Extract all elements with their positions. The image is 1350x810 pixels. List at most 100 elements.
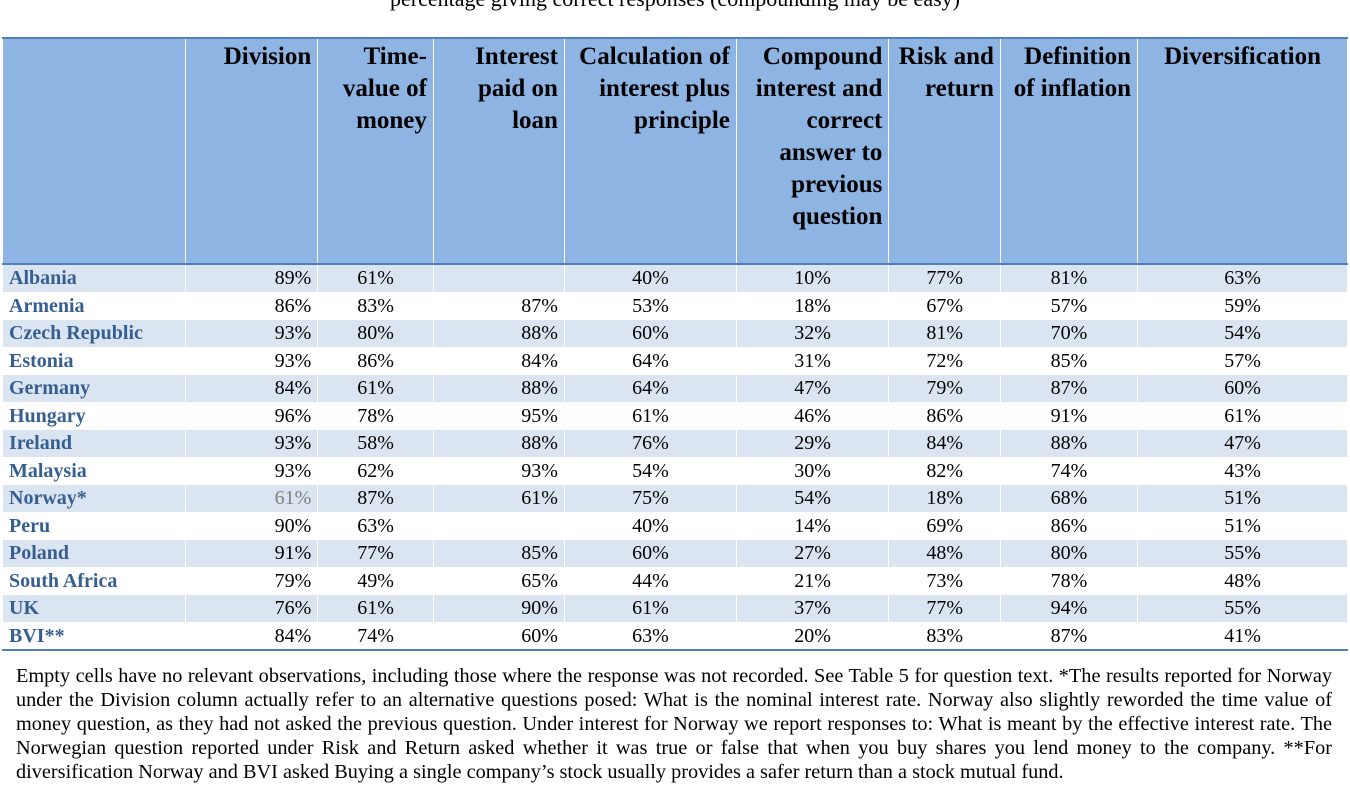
cell-inflation: 85% bbox=[999, 346, 1139, 375]
cell-division: 79% bbox=[185, 566, 319, 595]
cell-interest-paid: 87% bbox=[432, 291, 565, 320]
cell-country: Hungary bbox=[1, 401, 187, 430]
cell-interest-paid bbox=[432, 263, 565, 293]
cell-diversification: 55% bbox=[1137, 594, 1348, 623]
cell-risk: 77% bbox=[888, 263, 1001, 293]
cell-time-value: 63% bbox=[317, 511, 434, 540]
cell-diversification: 61% bbox=[1137, 401, 1348, 430]
cell-risk: 69% bbox=[888, 511, 1001, 540]
header-interest-paid: Interest paid on loan bbox=[432, 37, 565, 265]
cell-risk: 48% bbox=[888, 539, 1001, 568]
table-caption: percentage giving correct responses (com… bbox=[0, 0, 1350, 12]
cell-diversification: 54% bbox=[1137, 319, 1348, 348]
cell-inflation: 91% bbox=[999, 401, 1139, 430]
table-row: Czech Republic 93% 80% 88% 60% 32% 81% 70% 54% bbox=[1, 319, 1348, 348]
cell-compound: 14% bbox=[735, 511, 890, 540]
cell-time-value: 77% bbox=[317, 539, 434, 568]
cell-calculation: 60% bbox=[563, 539, 737, 568]
cell-compound: 18% bbox=[735, 291, 890, 320]
table-row: Armenia 86% 83% 87% 53% 18% 67% 57% 59% bbox=[1, 291, 1348, 320]
cell-compound: 30% bbox=[735, 456, 890, 485]
cell-division: 93% bbox=[185, 456, 319, 485]
cell-country: UK bbox=[1, 594, 187, 623]
header-diversification: Diversification bbox=[1137, 37, 1348, 265]
cell-inflation: 80% bbox=[999, 539, 1139, 568]
cell-compound: 27% bbox=[735, 539, 890, 568]
cell-interest-paid: 65% bbox=[432, 566, 565, 595]
cell-calculation: 53% bbox=[563, 291, 737, 320]
table-row: Hungary 96% 78% 95% 61% 46% 86% 91% 61% bbox=[1, 401, 1348, 430]
table-row: Ireland 93% 58% 88% 76% 29% 84% 88% 47% bbox=[1, 429, 1348, 458]
cell-inflation: 88% bbox=[999, 429, 1139, 458]
cell-time-value: 49% bbox=[317, 566, 434, 595]
cell-calculation: 44% bbox=[563, 566, 737, 595]
cell-calculation: 54% bbox=[563, 456, 737, 485]
cell-diversification: 43% bbox=[1137, 456, 1348, 485]
cell-time-value: 87% bbox=[317, 484, 434, 513]
cell-diversification: 57% bbox=[1137, 346, 1348, 375]
cell-country: South Africa bbox=[1, 566, 187, 595]
table-notes: Empty cells have no relevant observation… bbox=[16, 665, 1332, 783]
cell-division: 84% bbox=[185, 621, 319, 651]
cell-time-value: 83% bbox=[317, 291, 434, 320]
cell-interest-paid: 61% bbox=[432, 484, 565, 513]
cell-time-value: 61% bbox=[317, 374, 434, 403]
header-compound: Compound interest and correct answer to … bbox=[735, 37, 890, 265]
cell-calculation: 40% bbox=[563, 263, 737, 293]
cell-risk: 86% bbox=[888, 401, 1001, 430]
cell-risk: 72% bbox=[888, 346, 1001, 375]
cell-compound: 47% bbox=[735, 374, 890, 403]
cell-time-value: 61% bbox=[317, 263, 434, 293]
cell-time-value: 78% bbox=[317, 401, 434, 430]
cell-interest-paid: 85% bbox=[432, 539, 565, 568]
cell-risk: 81% bbox=[888, 319, 1001, 348]
cell-risk: 67% bbox=[888, 291, 1001, 320]
header-calculation: Calculation of interest plus principle bbox=[563, 37, 737, 265]
cell-interest-paid bbox=[432, 511, 565, 540]
header-division: Division bbox=[185, 37, 319, 265]
cell-interest-paid: 88% bbox=[432, 429, 565, 458]
cell-division: 86% bbox=[185, 291, 319, 320]
cell-diversification: 41% bbox=[1137, 621, 1348, 651]
cell-compound: 21% bbox=[735, 566, 890, 595]
cell-division: 93% bbox=[185, 429, 319, 458]
cell-calculation: 61% bbox=[563, 594, 737, 623]
cell-risk: 79% bbox=[888, 374, 1001, 403]
cell-compound: 20% bbox=[735, 621, 890, 651]
cell-compound: 32% bbox=[735, 319, 890, 348]
cell-country: Peru bbox=[1, 511, 187, 540]
cell-time-value: 80% bbox=[317, 319, 434, 348]
cell-interest-paid: 88% bbox=[432, 374, 565, 403]
cell-inflation: 70% bbox=[999, 319, 1139, 348]
cell-division: 93% bbox=[185, 319, 319, 348]
cell-compound: 29% bbox=[735, 429, 890, 458]
cell-inflation: 78% bbox=[999, 566, 1139, 595]
cell-division: 90% bbox=[185, 511, 319, 540]
header-inflation: Definition of inflation bbox=[999, 37, 1139, 265]
cell-country: Albania bbox=[1, 263, 187, 293]
header-time-value: Time-value of money bbox=[317, 37, 434, 265]
cell-interest-paid: 88% bbox=[432, 319, 565, 348]
cell-interest-paid: 60% bbox=[432, 621, 565, 651]
cell-inflation: 87% bbox=[999, 621, 1139, 651]
cell-division: 96% bbox=[185, 401, 319, 430]
cell-risk: 73% bbox=[888, 566, 1001, 595]
cell-inflation: 68% bbox=[999, 484, 1139, 513]
cell-diversification: 51% bbox=[1137, 484, 1348, 513]
cell-interest-paid: 93% bbox=[432, 456, 565, 485]
table-row: Poland 91% 77% 85% 60% 27% 48% 80% 55% bbox=[1, 539, 1348, 568]
header-country bbox=[1, 37, 187, 265]
cell-inflation: 94% bbox=[999, 594, 1139, 623]
cell-time-value: 62% bbox=[317, 456, 434, 485]
cell-inflation: 87% bbox=[999, 374, 1139, 403]
cell-division: 84% bbox=[185, 374, 319, 403]
cell-diversification: 47% bbox=[1137, 429, 1348, 458]
cell-time-value: 86% bbox=[317, 346, 434, 375]
cell-country: Germany bbox=[1, 374, 187, 403]
table-row: BVI** 84% 74% 60% 63% 20% 83% 87% 41% bbox=[1, 621, 1348, 651]
table-row: Peru 90% 63% 40% 14% 69% 86% 51% bbox=[1, 511, 1348, 540]
cell-compound: 10% bbox=[735, 263, 890, 293]
cell-calculation: 64% bbox=[563, 374, 737, 403]
table-row: Albania 89% 61% 40% 10% 77% 81% 63% bbox=[1, 263, 1348, 293]
cell-diversification: 48% bbox=[1137, 566, 1348, 595]
